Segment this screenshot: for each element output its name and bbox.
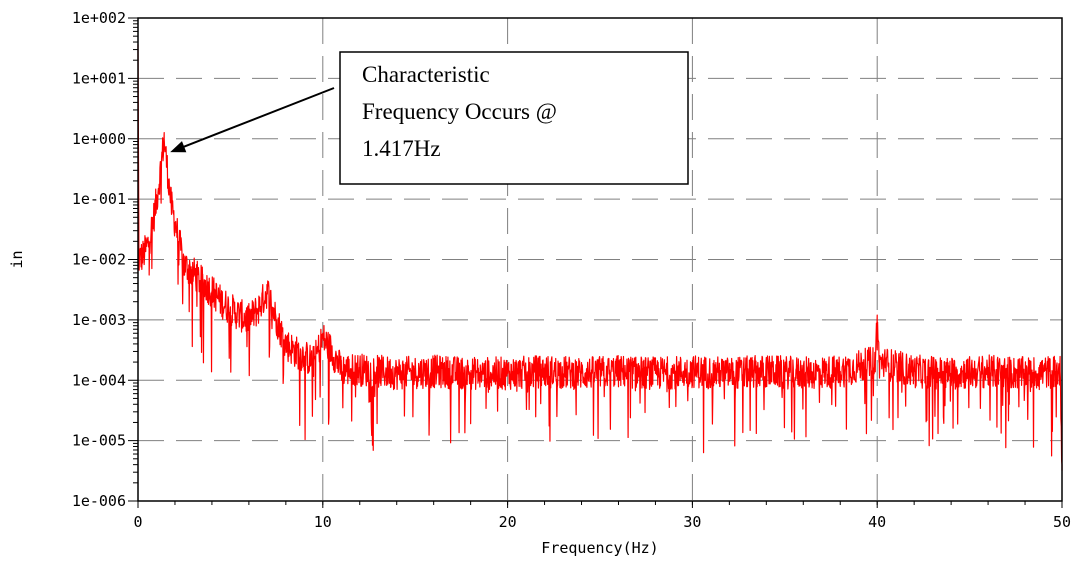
annotation-box (339, 51, 689, 185)
y-tick-label: 1e+002 (72, 9, 126, 27)
y-tick-label: 1e-006 (72, 492, 126, 510)
y-axis-title: in (8, 250, 26, 268)
y-tick-label: 1e+000 (72, 130, 126, 148)
x-tick-label: 0 (133, 513, 142, 531)
annotation-arrowhead (170, 141, 187, 153)
x-tick-label: 50 (1053, 513, 1071, 531)
x-tick-label: 30 (683, 513, 701, 531)
y-tick-label: 1e+001 (72, 69, 126, 87)
y-tick-label: 1e-001 (72, 190, 126, 208)
annotation-text-line: Characteristic (362, 62, 490, 87)
axis-layer: 0 10 20 30 40 50 1e+002 1e+001 1e+000 1e-001 1e-00… (72, 9, 1071, 531)
y-tick-label: 1e-005 (72, 432, 126, 450)
x-tick-label: 10 (314, 513, 332, 531)
annotation-text-line: Frequency Occurs @ (362, 99, 557, 124)
series-line (137, 44, 1063, 471)
series-layer (137, 44, 1063, 471)
annotation-text-line: 1.417Hz (362, 136, 441, 161)
annotation-callout: Characteristic Frequency Occurs @ 1.417Hz (170, 51, 689, 185)
annotation-arrow (179, 87, 335, 150)
x-tick-label: 40 (868, 513, 886, 531)
y-tick-label: 1e-003 (72, 311, 126, 329)
x-axis-title: Frequency(Hz) (541, 539, 658, 557)
y-tick-label: 1e-004 (72, 371, 126, 389)
y-tick-label: 1e-002 (72, 251, 126, 269)
x-tick-label: 20 (499, 513, 517, 531)
